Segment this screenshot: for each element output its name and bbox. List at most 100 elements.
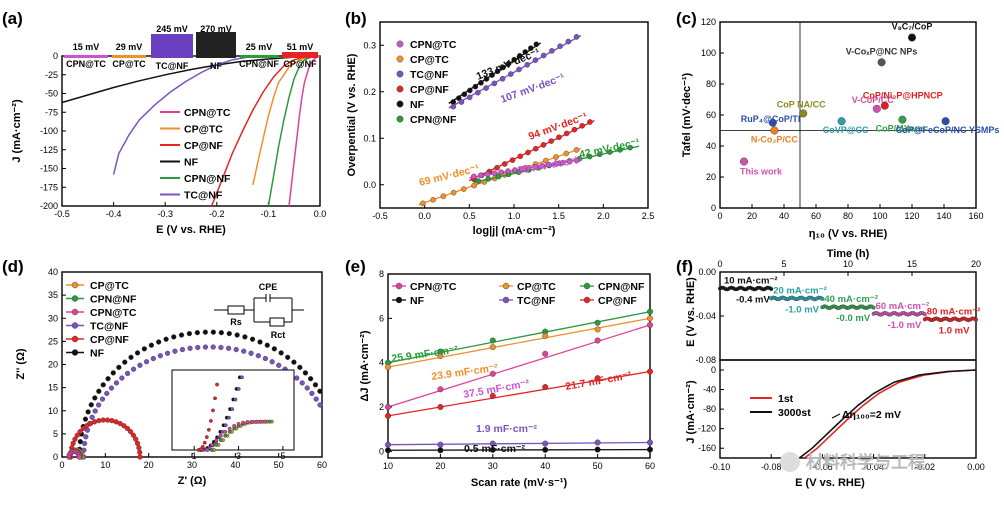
legend-label: CP@NF <box>184 140 223 152</box>
data-point-cp-tc <box>553 154 559 160</box>
eis-point-cp-nf <box>130 432 136 438</box>
panel-d-points <box>66 329 323 460</box>
data-point-nf <box>478 79 484 86</box>
legend-label: CPN@NF <box>410 114 457 126</box>
cdl-annotation: 0.5 mF·cm⁻² <box>464 443 525 455</box>
panel-d-xtick-label: 50 <box>274 460 284 470</box>
eis-point-nf <box>234 332 240 338</box>
comparison-point <box>799 109 808 118</box>
data-point-tc-nf <box>466 94 473 101</box>
eis-point-cp-nf <box>96 418 102 424</box>
panel-b-legend: CPN@TC CP@TC TC@NF CP@NF NF CPN@NF <box>396 39 457 126</box>
data-point-cpn-tc <box>560 159 566 166</box>
panel-c-ytick-label: 80 <box>706 79 716 89</box>
panel-e-xtick-label: 60 <box>645 461 655 471</box>
inset-bar-cp-nf <box>282 52 318 58</box>
data-point-nf <box>461 91 468 98</box>
stability-point <box>820 296 825 301</box>
fit-line-tc-nf <box>387 441 651 446</box>
data-point-nf <box>494 68 501 75</box>
data-point-nf <box>455 95 462 101</box>
legend-marker <box>502 296 510 304</box>
panel-c-xtick-label: 0 <box>717 211 722 221</box>
panel-d-xtick-label: 10 <box>100 460 110 470</box>
panel-b-xtick-label: 2.0 <box>597 211 610 221</box>
inset-sample-label: CP@NF <box>283 59 317 69</box>
eis-point-nf <box>218 330 224 336</box>
data-point-tc-nf <box>499 75 506 82</box>
slope-annotation: 133 mV·dec⁻¹ <box>475 46 542 83</box>
eis-point-tc-nf <box>113 380 120 386</box>
eis-point-cp-nf <box>100 417 106 423</box>
legend-marker <box>583 282 591 290</box>
cdl-point-cpn-tc <box>647 321 654 328</box>
panel-a-inset: 15 mV CPN@TC 29 mV CP@TC 245 mV TC@NF 270 mV NF… <box>64 24 318 71</box>
eis-point-cp-nf <box>128 429 134 435</box>
eis-point-tc-nf <box>104 390 110 397</box>
eis-point-cp-nf <box>124 425 131 432</box>
inset-point <box>249 419 254 424</box>
eis-point-tc-nf <box>317 402 323 408</box>
eis-point-nf <box>148 342 154 348</box>
panel-a-ylabel: J (mA·cm⁻²) <box>11 99 23 163</box>
eis-point-tc-nf <box>313 396 319 402</box>
eis-point-tc-nf <box>304 385 310 391</box>
data-point-tc-nf <box>524 61 531 68</box>
eis-point-cp-nf <box>104 417 111 423</box>
panel-e-ylabel: ΔJ (mA·cm⁻²) <box>359 330 371 401</box>
inset-point <box>215 382 219 387</box>
eis-point-nf <box>312 382 319 388</box>
panel-a-xtick-label: -0.2 <box>209 209 225 219</box>
stability-point <box>922 312 927 317</box>
segment-potential-label: 1.0 mV <box>939 325 970 336</box>
legend-marker <box>396 85 404 93</box>
eis-point-tc-nf <box>262 355 268 362</box>
panel-a-lsv: -0.5 -0.4 -0.3 -0.2 -0.1 0.0 0 -25 -50 -75 -100 -12… <box>11 24 326 236</box>
panel-d-xlabel: Z' (Ω) <box>178 475 207 487</box>
panel-b-xlabel: log|j| (mA·cm⁻²) <box>473 225 556 237</box>
panel-b-xtick-label: 1.5 <box>552 211 565 221</box>
panel-d-ytick-label: 5 <box>53 429 58 439</box>
data-point-tc-nf <box>557 43 563 49</box>
data-point-cpn-nf <box>596 151 603 158</box>
eis-point-nf <box>163 336 169 342</box>
panel-b-ytick-label: 0.0 <box>363 180 376 190</box>
fit-line-cpn-tc <box>387 324 651 408</box>
data-point-cpn-nf <box>586 153 593 160</box>
eis-point-nf <box>317 388 323 394</box>
panel-f-top-xlabel: Time (h) <box>827 248 870 260</box>
stability-point <box>769 286 774 291</box>
data-point-tc-nf <box>507 71 514 77</box>
cdl-point-cpn-tc <box>542 350 549 357</box>
eis-point-cp-nf <box>136 445 142 451</box>
panel-a-ytick-label: -175 <box>40 182 58 192</box>
panel-c-ytick-label: 40 <box>706 141 716 151</box>
data-point-nf <box>522 49 529 55</box>
panel-d-ytick-label: 10 <box>48 406 58 416</box>
data-point-cpn-tc <box>573 157 580 164</box>
inset-point <box>210 448 214 452</box>
data-point-nf <box>511 56 517 63</box>
watermark-text: 材料科学与工程 <box>806 452 925 472</box>
inset-point <box>205 448 210 452</box>
panel-f-bottom-ytick-label: 0 <box>711 365 716 375</box>
inset-bar-nf <box>196 32 236 58</box>
inset-sample-label: TC@NF <box>156 61 189 71</box>
data-point-cpn-nf <box>627 144 633 151</box>
data-point-cpn-tc <box>539 163 546 169</box>
data-point-tc-nf <box>540 52 547 59</box>
panel-label-b: (b) <box>345 9 367 28</box>
panel-e-xtick-label: 50 <box>593 461 603 471</box>
panel-f-ticks: 0 5 10 15 20 0.00 -0.04 -0.08 -0.10 -0.08 -0.06 -0.… <box>695 259 984 472</box>
panel-a-ytick-label: -125 <box>40 145 58 155</box>
legend-label: NF <box>410 295 425 307</box>
eis-point-cpn-tc <box>76 454 82 460</box>
panel-c-xtick-label: 40 <box>779 211 789 221</box>
data-point-cp-tc <box>563 150 570 157</box>
eis-point-cp-nf <box>137 454 143 460</box>
data-point-nf <box>533 41 540 48</box>
panel-e-ytick-label: 2 <box>379 402 384 412</box>
inset-xtick-label: 1 <box>192 451 197 461</box>
